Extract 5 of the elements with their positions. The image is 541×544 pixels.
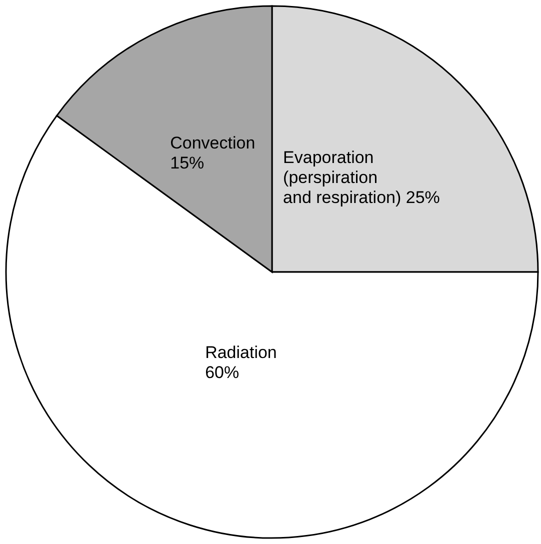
slice-label: Radiation [205,343,277,362]
slice-label: Evaporation (perspiration and respiration) 25% [283,148,440,207]
data-label: 60% [205,363,240,382]
data-label: 15% [170,153,204,172]
slice-label: Convection [170,133,256,152]
